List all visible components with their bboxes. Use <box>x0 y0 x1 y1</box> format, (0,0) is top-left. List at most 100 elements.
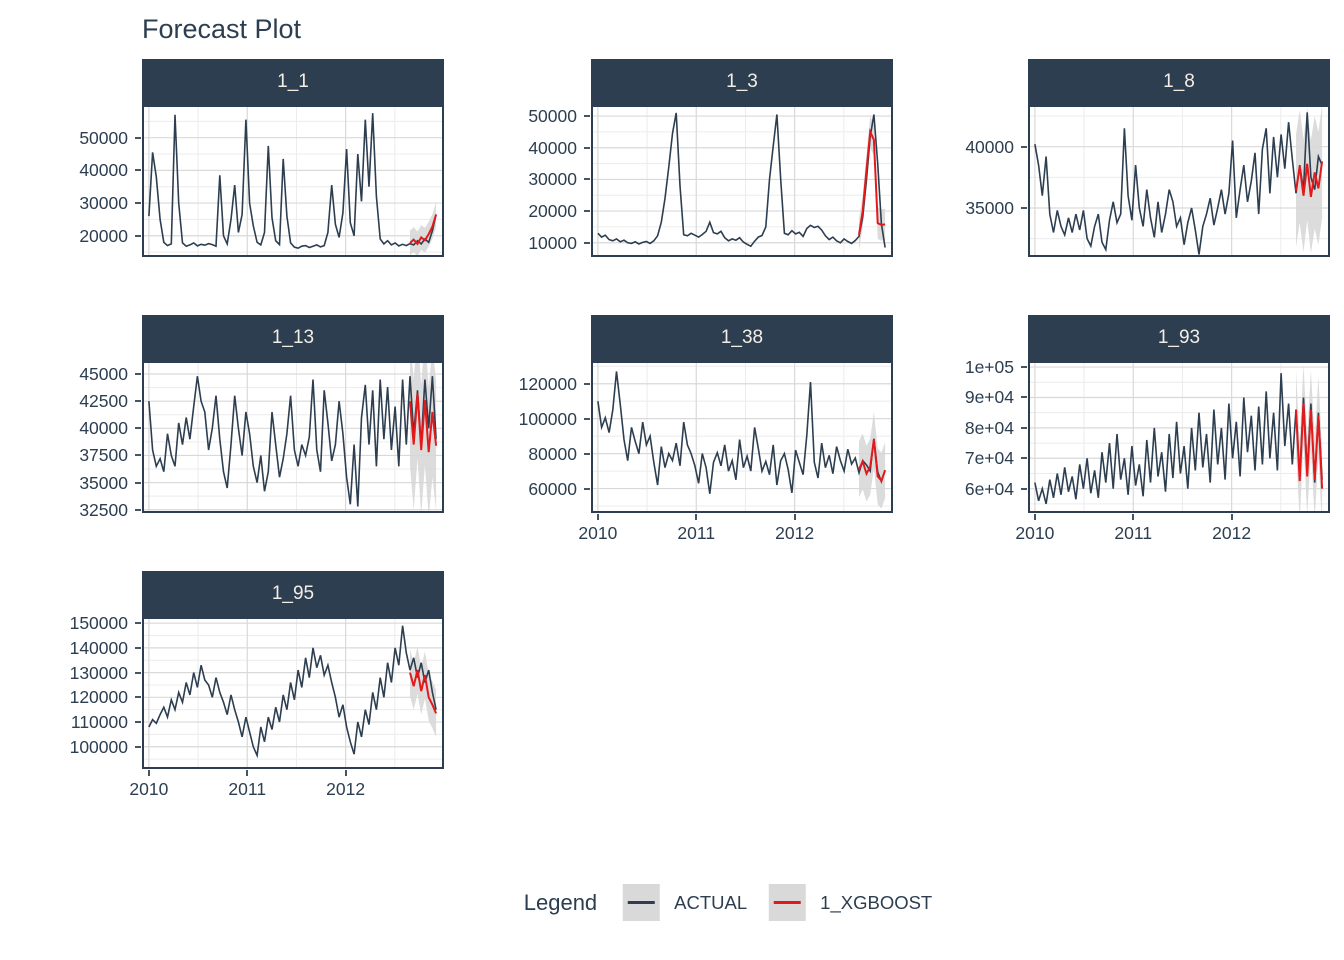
y-tick-label: 7e+04 <box>964 448 1014 469</box>
facet-panel-1_3 <box>591 105 893 257</box>
y-tick-mark <box>135 136 141 139</box>
y-tick-label: 40000 <box>79 418 128 439</box>
legend-key-xgboost-swatch <box>769 884 807 921</box>
confidence-ribbon-1_3 <box>859 116 886 251</box>
legend-title: Legend <box>523 889 598 915</box>
y-tick-label: 40000 <box>965 136 1014 157</box>
y-tick-label: 110000 <box>70 712 128 733</box>
x-tick-label: 2011 <box>228 779 267 799</box>
y-tick-mark <box>135 696 141 699</box>
facet-panel-1_13 <box>142 361 444 513</box>
x-tick-mark <box>596 514 599 520</box>
actual-line-sample <box>628 901 656 904</box>
y-tick-mark <box>135 671 141 674</box>
actual-series-1_93 <box>1034 373 1323 505</box>
facet-strip-1_95: 1_95 <box>142 571 444 617</box>
x-tick-label: 2012 <box>326 779 366 799</box>
facet-panel-1_1 <box>142 105 444 257</box>
actual-series-1_8 <box>1034 112 1323 255</box>
x-tick-mark <box>344 770 347 776</box>
forecast-series-1_3 <box>858 128 886 235</box>
facet-panel-1_93 <box>1028 361 1330 513</box>
legend-entry-xgboost: 1_XGBOOST <box>769 884 932 921</box>
y-tick-label: 100000 <box>69 736 128 757</box>
y-tick-mark <box>584 210 590 213</box>
facet-1_38: 1_38 60000 80000 100000 120000 2010 2011 2012 <box>519 315 893 543</box>
x-tick-mark <box>246 770 249 776</box>
x-tick-label: 2010 <box>1015 523 1055 543</box>
y-tick-mark <box>1021 396 1027 399</box>
y-tick-mark <box>1021 426 1027 429</box>
y-tick-label: 6e+04 <box>964 478 1014 499</box>
x-tick-label: 2010 <box>129 779 169 799</box>
y-tick-label: 80000 <box>528 443 577 464</box>
y-tick-mark <box>1021 206 1027 209</box>
legend-entry-actual: ACTUAL <box>623 884 747 921</box>
forecast-series-1_8 <box>1295 161 1324 198</box>
y-tick-label: 20000 <box>79 225 128 246</box>
plot-title: Forecast Plot <box>142 14 302 44</box>
forecast-series-1_13 <box>409 393 438 453</box>
forecast-series-1_1 <box>409 214 438 246</box>
x-tick-mark <box>695 514 698 520</box>
y-tick-label: 50000 <box>79 127 128 148</box>
facet-1_95: 1_95 100000 110000 120000 130000 140000 150000… <box>70 571 444 799</box>
x-tick-mark <box>1132 514 1135 520</box>
y-tick-mark <box>135 481 141 484</box>
y-tick-mark <box>1021 457 1027 460</box>
y-tick-mark <box>584 452 590 455</box>
y-tick-mark <box>584 382 590 385</box>
x-tick-label: 2011 <box>677 523 716 543</box>
forecast-series-1_95 <box>409 669 438 714</box>
x-tick-label: 2010 <box>578 523 618 543</box>
y-tick-label: 40000 <box>528 137 577 158</box>
facet-1_8: 1_8 35000 40000 <box>965 59 1330 257</box>
y-tick-mark <box>135 427 141 430</box>
y-tick-label: 30000 <box>79 193 128 214</box>
y-tick-label: 30000 <box>528 169 577 190</box>
y-tick-mark <box>135 373 141 376</box>
y-tick-label: 140000 <box>69 637 128 658</box>
legend-label-actual: ACTUAL <box>674 891 748 913</box>
facet-strip-1_3: 1_3 <box>591 59 893 105</box>
facet-strip-1_13: 1_13 <box>142 315 444 361</box>
x-tick-mark <box>793 514 796 520</box>
y-tick-label: 50000 <box>528 106 577 127</box>
forecast-series-1_38 <box>858 439 887 483</box>
y-tick-mark <box>584 487 590 490</box>
actual-series-1_1 <box>148 113 437 250</box>
facet-strip-1_93: 1_93 <box>1028 315 1330 361</box>
y-tick-label: 130000 <box>69 662 128 683</box>
facet-panel-1_8 <box>1028 105 1330 257</box>
x-tick-label: 2012 <box>1212 523 1252 543</box>
y-tick-label: 10000 <box>528 232 577 253</box>
y-tick-mark <box>135 454 141 457</box>
y-tick-label: 120000 <box>518 373 577 394</box>
y-tick-label: 60000 <box>528 478 577 499</box>
actual-series-1_38 <box>597 371 886 494</box>
y-tick-label: 32500 <box>79 499 128 520</box>
y-tick-label: 40000 <box>79 160 128 181</box>
x-tick-mark <box>147 770 150 776</box>
facet-1_13: 1_13 32500 35000 37500 40000 42500 45000 <box>79 315 444 519</box>
y-tick-label: 9e+04 <box>964 387 1014 408</box>
y-tick-mark <box>584 115 590 118</box>
xgboost-line-sample <box>774 901 802 904</box>
y-tick-label: 35000 <box>79 472 128 493</box>
facet-1_1: 1_1 20000 30000 40000 50000 <box>79 59 444 257</box>
forecast-series-1_93 <box>1295 403 1324 489</box>
facet-strip-1_1: 1_1 <box>142 59 444 105</box>
y-tick-label: 35000 <box>965 197 1014 218</box>
x-tick-mark <box>1033 514 1036 520</box>
y-tick-label: 150000 <box>69 613 128 634</box>
facet-1_93: 1_93 6e+04 7e+04 8e+04 9e+04 1e+05 2010 2011 201… <box>965 315 1330 543</box>
y-tick-label: 8e+04 <box>964 417 1014 438</box>
actual-series-1_3 <box>597 112 886 248</box>
y-tick-mark <box>584 241 590 244</box>
y-tick-mark <box>135 508 141 511</box>
y-tick-mark <box>584 146 590 149</box>
y-tick-mark <box>135 646 141 649</box>
y-tick-label: 100000 <box>518 408 577 429</box>
facet-strip-1_8: 1_8 <box>1028 59 1330 105</box>
y-tick-mark <box>1021 487 1027 490</box>
